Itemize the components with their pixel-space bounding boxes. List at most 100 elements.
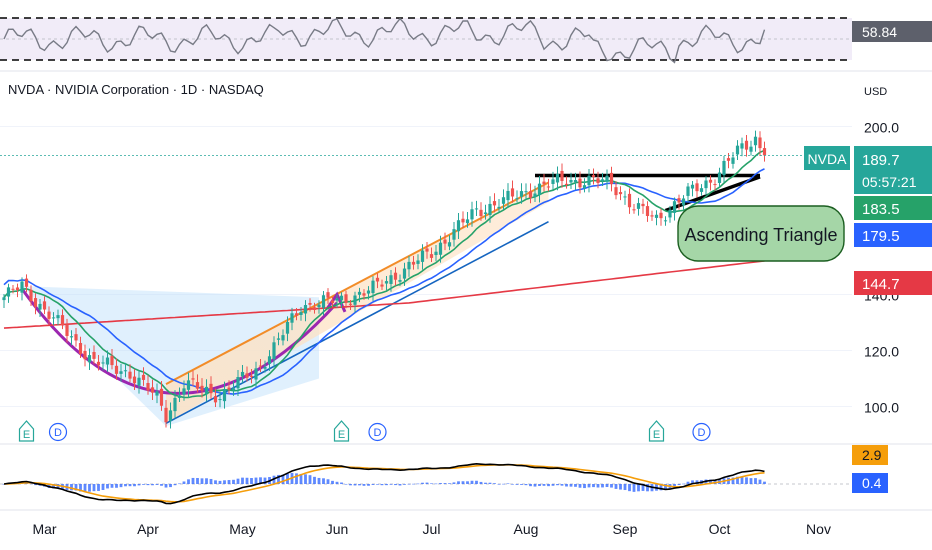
candle-body: [222, 389, 227, 402]
candle-body: [659, 212, 663, 219]
macd-histogram-bar: [277, 474, 280, 484]
earnings-marker[interactable]: [333, 420, 350, 442]
macd-histogram-bar: [452, 482, 456, 484]
candle-body: [479, 209, 483, 217]
macd-histogram-bar: [394, 484, 397, 486]
macd-histogram-bar: [128, 484, 132, 487]
macd-pane: 2.9 0.4: [0, 445, 888, 505]
macd-histogram-bar: [641, 484, 645, 491]
symbol-badge: [804, 146, 850, 170]
macd-histogram-bar: [569, 484, 573, 487]
macd-histogram-bar: [646, 484, 649, 492]
macd-histogram-bar: [92, 484, 96, 492]
candle-body: [362, 293, 366, 296]
macd-histogram-bar: [74, 484, 78, 491]
candle-body: [321, 295, 326, 308]
candle-body: [465, 219, 470, 224]
candle-body: [317, 304, 321, 308]
macd-histogram-bar: [637, 484, 640, 492]
candle-body: [645, 206, 650, 217]
candle-body: [650, 215, 654, 217]
symbol-title: NVDA · NVIDIA Corporation · 1D · NASDAQ: [8, 82, 264, 97]
candle-body: [537, 183, 542, 195]
macd-histogram-bar: [295, 473, 298, 484]
macd-histogram-bar: [191, 477, 195, 484]
support-line: [664, 175, 761, 213]
earnings-marker[interactable]: [648, 420, 665, 442]
rsi-pane: 58.84: [0, 17, 932, 64]
earnings-marker-label: E: [653, 429, 660, 441]
candle-body: [429, 254, 434, 258]
macd-histogram-bar: [304, 474, 307, 484]
macd-histogram-bar: [628, 484, 631, 492]
macd-histogram-bar: [601, 484, 604, 488]
macd-histogram-bar: [137, 484, 141, 486]
candle-body: [110, 356, 114, 366]
candle-body: [686, 186, 690, 196]
candle-body: [366, 290, 371, 294]
candle-body: [695, 183, 699, 192]
macd-histogram-bar: [241, 477, 244, 484]
macd-histogram-bar: [115, 484, 118, 488]
dividend-marker[interactable]: [48, 422, 68, 442]
macd-histogram-bar: [389, 484, 393, 485]
macd-histogram-bar: [407, 483, 411, 485]
macd-histogram-bar: [479, 481, 483, 484]
macd-value-label: 2.9: [862, 447, 882, 463]
candle-body: [461, 218, 465, 223]
candle-body: [533, 193, 537, 198]
pattern-annotations: [20, 173, 761, 427]
candle-body: [195, 382, 200, 389]
macd-histogram-bar: [178, 483, 181, 485]
candle-body: [690, 184, 695, 189]
macd-histogram-bar: [551, 484, 555, 486]
candle-body: [96, 361, 101, 366]
candle-body: [560, 170, 564, 181]
macd-histogram-bar: [416, 483, 420, 485]
candle-body: [330, 300, 335, 304]
macd-histogram-bar: [421, 482, 424, 484]
currency-label: USD: [864, 86, 887, 98]
macd-histogram-bar: [736, 476, 739, 484]
candle-body: [636, 203, 641, 209]
annotation-box: [677, 205, 845, 262]
candle-body: [164, 407, 168, 423]
macd-histogram-bar: [281, 474, 285, 484]
candle-body: [677, 198, 681, 203]
dividend-marker[interactable]: [368, 422, 387, 442]
time-axis: Mar Apr May Jun Jul Aug Sep Oct Nov: [32, 521, 831, 537]
candle-body: [627, 193, 632, 208]
dividend-marker[interactable]: [692, 422, 711, 442]
macd-histogram-bar: [227, 480, 231, 484]
macd-histogram-bar: [619, 484, 622, 490]
macd-histogram-bar: [443, 483, 447, 484]
ma-mid-line: [3, 168, 765, 395]
candle-body: [407, 261, 411, 270]
macd-histogram-bar: [686, 481, 690, 484]
time-tick-label: Sep: [613, 521, 638, 537]
candle-body: [15, 287, 20, 291]
candle-body: [186, 380, 191, 390]
macd-histogram-bar: [578, 484, 582, 488]
candle-body: [267, 356, 272, 364]
candle-body: [101, 362, 105, 364]
candle-body: [753, 136, 758, 146]
macd-histogram-bar: [155, 484, 159, 485]
macd-histogram-bar: [83, 484, 87, 493]
candle-body: [425, 248, 429, 252]
earnings-marker[interactable]: [18, 420, 35, 442]
macd-histogram-bar: [754, 478, 757, 484]
candle-body: [501, 197, 506, 204]
ma-fast-line: [3, 149, 765, 399]
candle-body: [668, 209, 672, 218]
macd-histogram-bar: [317, 477, 321, 484]
macd-histogram-bar: [632, 484, 636, 492]
candle-body: [204, 386, 209, 394]
macd-histogram-bar: [124, 484, 127, 487]
time-tick-label: Oct: [709, 521, 731, 537]
candle-body: [132, 376, 137, 384]
macd-histogram-bar: [79, 484, 82, 492]
ascending-triangle-annotation[interactable]: Ascending Triangle: [677, 205, 845, 262]
candle-body: [600, 179, 605, 181]
macd-histogram-bar: [376, 484, 379, 485]
